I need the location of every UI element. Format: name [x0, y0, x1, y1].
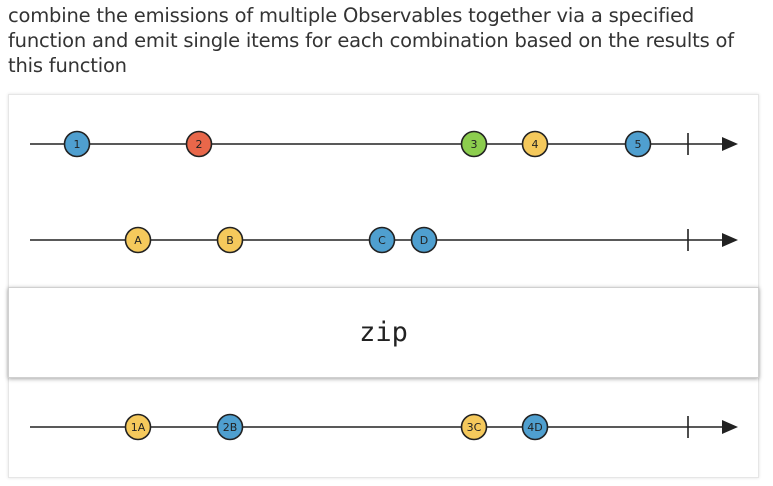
marble-label: 1 — [74, 138, 81, 151]
marble-circle — [124, 226, 152, 254]
marble-circle — [216, 226, 244, 254]
marble-circle — [521, 413, 549, 441]
marble-label: 1A — [131, 421, 146, 434]
marble-label: 4D — [527, 421, 542, 434]
marble-label: 4 — [532, 138, 539, 151]
marble-circle — [624, 130, 652, 158]
marble-circle — [216, 413, 244, 441]
timeline-input-2: A B C D — [30, 226, 738, 254]
marble-label: A — [134, 234, 142, 247]
marble-2: 2 — [185, 130, 213, 158]
timeline-arrow-icon — [722, 233, 738, 247]
timeline-arrow-icon — [722, 137, 738, 151]
marble-circle — [185, 130, 213, 158]
timeline-arrow-icon — [722, 420, 738, 434]
marble-A: A — [124, 226, 152, 254]
marble-label: 3C — [467, 421, 482, 434]
marble-label: B — [226, 234, 234, 247]
marble-circle — [410, 226, 438, 254]
marble-circle — [460, 413, 488, 441]
timeline-input-1: 1 2 3 4 5 — [30, 130, 738, 158]
operator-name: zip — [359, 317, 408, 348]
marble-circle — [460, 130, 488, 158]
marble-2B: 2B — [216, 413, 244, 441]
marble-B: B — [216, 226, 244, 254]
marble-3: 3 — [460, 130, 488, 158]
marble-diagram-frame — [8, 94, 759, 478]
marble-1A: 1A — [124, 413, 152, 441]
marble-label: D — [420, 234, 428, 247]
marble-circle — [124, 413, 152, 441]
marble-label: 3 — [471, 138, 478, 151]
marble-circle — [368, 226, 396, 254]
marble-label: 2B — [223, 421, 238, 434]
marble-label: C — [378, 234, 386, 247]
marble-4: 4 — [521, 130, 549, 158]
marble-D: D — [410, 226, 438, 254]
marble-5: 5 — [624, 130, 652, 158]
timeline-output: 1A 2B 3C 4D — [30, 413, 738, 441]
marble-label: 2 — [196, 138, 203, 151]
operator-description: combine the emissions of multiple Observ… — [8, 4, 734, 77]
marble-4D: 4D — [521, 413, 549, 441]
marble-circle — [521, 130, 549, 158]
marble-1: 1 — [63, 130, 91, 158]
operator-box: zip — [8, 287, 759, 378]
marble-circle — [63, 130, 91, 158]
marble-label: 5 — [635, 138, 642, 151]
marble-C: C — [368, 226, 396, 254]
marble-3C: 3C — [460, 413, 488, 441]
